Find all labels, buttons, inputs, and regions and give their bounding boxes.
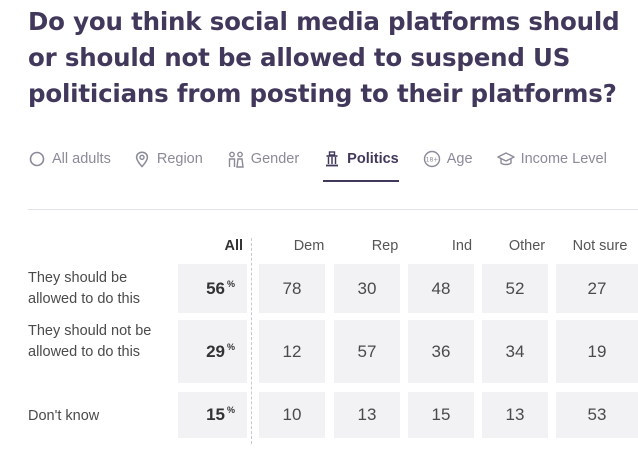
row-label: They should not be allowed to do this xyxy=(28,323,152,360)
table-cell: 27 xyxy=(556,264,638,313)
tab-label: Gender xyxy=(250,151,300,167)
table-cell: 48 xyxy=(408,264,474,313)
tab-label: Age xyxy=(446,151,473,167)
capitol-icon xyxy=(323,150,341,168)
table-cell: 30 xyxy=(334,264,400,313)
column-header-ind: Ind xyxy=(451,238,473,254)
table-cell: 52 xyxy=(482,264,548,313)
divider xyxy=(28,209,638,210)
graduation-cap-icon xyxy=(496,150,515,168)
table-cell: 78 xyxy=(259,264,325,313)
cell-value: 15 xyxy=(206,405,225,424)
table-cell: 36 xyxy=(408,320,474,383)
column-header-dem: Dem xyxy=(293,238,325,254)
tab-label: All adults xyxy=(52,151,111,167)
column-header-rep: Rep xyxy=(371,238,399,254)
question-title: Do you think social media platforms shou… xyxy=(28,7,620,108)
tab-income-level[interactable]: Income Level xyxy=(496,150,607,182)
column-divider xyxy=(251,238,252,444)
age-badge-icon: 18+ xyxy=(423,150,441,168)
percent-sign: % xyxy=(226,278,235,289)
svg-text:18+: 18+ xyxy=(425,157,438,164)
tab-age[interactable]: 18+ Age xyxy=(423,150,473,182)
table-cell: 13 xyxy=(482,392,548,438)
column-header-all: All xyxy=(224,238,243,254)
row-label: Don't know xyxy=(28,408,100,424)
table-cell: 19 xyxy=(556,320,638,383)
table-cell: 57 xyxy=(334,320,400,383)
percent-sign: % xyxy=(226,341,235,352)
table-cell-all: 29% xyxy=(178,320,247,383)
tab-region[interactable]: Region xyxy=(133,150,203,182)
percent-sign: % xyxy=(226,405,235,415)
cell-value: 56 xyxy=(206,278,225,298)
map-pin-icon xyxy=(133,150,151,168)
people-icon xyxy=(227,150,245,168)
circle-icon xyxy=(28,150,46,168)
table-cell-all: 56% xyxy=(178,264,247,313)
column-header-not-sure: Not sure xyxy=(572,238,628,254)
table-cell: 15 xyxy=(408,392,474,438)
table-cell: 53 xyxy=(556,392,638,438)
tab-label: Politics xyxy=(347,151,399,167)
tab-all-adults[interactable]: All adults xyxy=(28,150,111,182)
tab-politics[interactable]: Politics xyxy=(323,150,399,182)
table-cell: 13 xyxy=(334,392,400,438)
cell-value: 29 xyxy=(206,341,225,361)
tab-label: Region xyxy=(156,151,203,167)
tab-label: Income Level xyxy=(520,151,607,167)
row-label: They should be allowed to do this xyxy=(28,270,141,307)
table-cell: 10 xyxy=(259,392,325,438)
tab-gender[interactable]: Gender xyxy=(227,150,299,182)
table-cell: 34 xyxy=(482,320,548,383)
table-cell: 12 xyxy=(259,320,325,383)
column-header-other: Other xyxy=(508,238,546,254)
table-cell-all: 15% xyxy=(178,392,247,438)
breakdown-tabs: All adults Region Gender Politics 18+ Ag… xyxy=(28,150,638,184)
